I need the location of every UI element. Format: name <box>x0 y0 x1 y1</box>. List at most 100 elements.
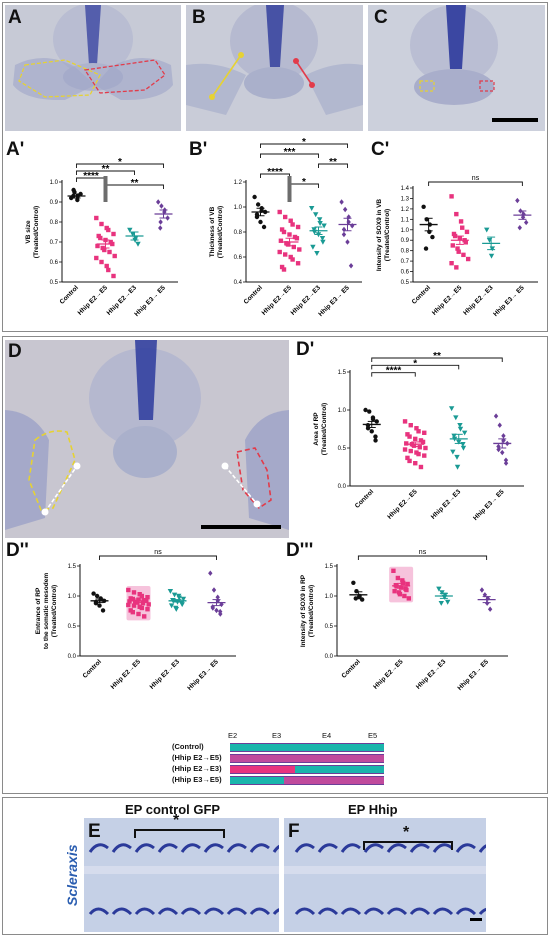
data-point <box>100 608 106 613</box>
data-point <box>295 224 301 230</box>
data-point <box>458 219 464 224</box>
significance-label: **** <box>267 167 283 178</box>
micrograph-d-drawing <box>5 340 289 538</box>
significance-bracket <box>76 163 164 168</box>
micrograph-f-drawing <box>284 818 486 932</box>
data-point <box>464 229 470 235</box>
data-point <box>214 607 219 614</box>
panel-label-c: C <box>374 7 388 28</box>
data-point <box>456 249 461 254</box>
data-point <box>341 226 347 233</box>
data-point <box>454 265 459 270</box>
data-point <box>158 219 163 225</box>
y-tick-label: 0.8 <box>50 220 59 226</box>
data-point <box>71 187 76 193</box>
data-point <box>106 267 111 273</box>
data-point <box>413 461 418 466</box>
scleraxis-stripe-top <box>455 843 476 853</box>
data-point <box>98 235 103 241</box>
y-tick-label: 0.5 <box>325 624 334 630</box>
data-point <box>261 224 267 230</box>
data-point <box>405 432 410 437</box>
significance-label: * <box>302 177 306 188</box>
scleraxis-stripe-top <box>157 843 178 853</box>
yellow-box <box>419 80 435 92</box>
data-point <box>130 610 135 615</box>
stage-label-e2: E2 <box>228 731 238 740</box>
data-point <box>503 457 509 463</box>
chart-sox9-rp: 0.0 0.5 1.0 1.5 Intensity of SOX9 in RP (Trea… <box>300 549 508 692</box>
yellow-line <box>211 54 242 98</box>
scleraxis-stripe-bottom <box>226 907 248 916</box>
y-tick-label: 0.5 <box>68 624 77 630</box>
significance-bracket <box>260 143 348 148</box>
scheme-bar-segment <box>230 776 284 785</box>
scleraxis-stripe-bottom <box>111 907 133 916</box>
scleraxis-stripe-bottom <box>455 907 477 916</box>
data-point <box>484 227 490 233</box>
data-point <box>369 429 374 434</box>
y-tick-label: 0.7 <box>50 240 59 246</box>
data-point <box>165 215 170 221</box>
data-point <box>348 263 354 269</box>
data-point <box>342 206 348 213</box>
scleraxis-stripe-top <box>386 843 407 853</box>
micrograph-a <box>5 5 181 131</box>
significance-bracket <box>99 555 217 560</box>
chart-vb-thickness: 0.4 0.6 0.8 1.0 1.2 Thickness of VB (Treated/C… <box>209 137 362 318</box>
data-point <box>438 601 444 606</box>
data-point <box>397 592 403 597</box>
data-point <box>288 218 293 223</box>
data-point <box>463 240 468 245</box>
panel-label-b: B <box>192 7 206 28</box>
scheme-bar-segment <box>230 754 384 763</box>
data-point <box>517 224 522 231</box>
chart-rp-entrance: 0.0 0.5 1.0 1.5 Entrance of RP to the somatic… <box>35 549 236 692</box>
data-point <box>493 413 499 419</box>
data-point <box>453 415 459 421</box>
asterisk-e: * <box>173 812 180 829</box>
significance-label: ** <box>433 351 441 362</box>
data-point <box>95 243 100 249</box>
y-axis-label: (Treated/Control) <box>308 585 315 637</box>
data-point <box>126 602 131 608</box>
scleraxis-stripe-bottom <box>134 907 156 916</box>
scheme-row-label: (Control) <box>172 742 204 751</box>
y-tick-label: 1.2 <box>401 207 410 213</box>
data-point <box>317 221 323 226</box>
data-point <box>408 448 413 454</box>
data-point <box>281 229 287 235</box>
data-point <box>351 580 356 585</box>
significance-bracket <box>428 181 523 186</box>
data-point <box>297 247 302 252</box>
data-point <box>515 197 520 204</box>
scleraxis-stripe-top <box>478 844 486 853</box>
y-tick-label: 0.6 <box>234 255 243 261</box>
y-axis-label: to the somatic mesodem <box>43 573 50 649</box>
data-point <box>171 592 178 598</box>
y-tick-label: 1.5 <box>68 564 77 570</box>
y-tick-label: 0.5 <box>338 446 347 452</box>
scleraxis-stripe-bottom <box>157 907 179 916</box>
data-point <box>422 430 427 435</box>
yellow-outline <box>18 59 101 98</box>
data-point <box>283 214 288 220</box>
scleraxis-stripe-bottom <box>386 907 408 916</box>
data-point <box>400 578 405 583</box>
data-point <box>416 451 421 457</box>
panel-label-f: F <box>288 821 300 842</box>
micrograph-a-drawing <box>5 5 181 131</box>
y-axis-label: (Treated/Control) <box>217 206 224 258</box>
scleraxis-stripe-top <box>203 843 224 853</box>
data-point <box>176 595 182 601</box>
y-tick-label: 0.4 <box>234 280 243 286</box>
data-point <box>408 423 413 428</box>
data-point <box>156 199 161 205</box>
data-point <box>219 601 224 608</box>
data-point <box>451 433 457 439</box>
data-point <box>215 594 220 600</box>
data-point <box>104 263 109 269</box>
data-point <box>421 204 426 209</box>
